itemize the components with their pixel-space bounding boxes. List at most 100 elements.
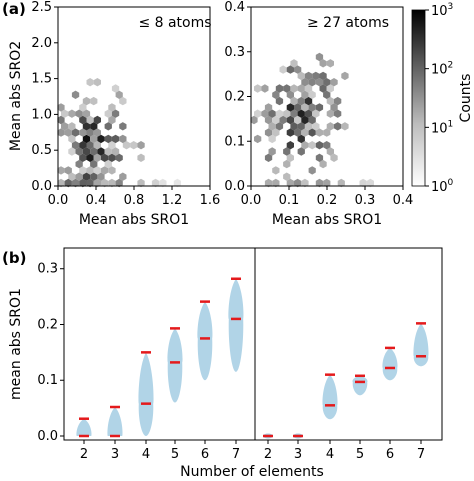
hexbin-cell: [326, 109, 334, 118]
hexbin-cell: [286, 141, 294, 150]
hexbin-cell: [130, 141, 138, 150]
y-tick-label: 0.2: [224, 90, 245, 105]
hexbin-cell: [111, 109, 120, 118]
hexbin-cell: [108, 103, 116, 112]
hexbin-cells: [57, 78, 181, 188]
hexbin-cell: [323, 128, 331, 137]
hexbin-cell: [323, 141, 331, 150]
x-tick-label: 0.4: [393, 193, 414, 208]
hexbin-cell: [326, 147, 334, 156]
hexbin-cell: [93, 141, 101, 150]
colorbar-gradient: [411, 9, 426, 187]
hexbin-cell: [75, 147, 83, 156]
hexbin-cell: [173, 178, 181, 188]
hexbin-cell: [319, 59, 327, 68]
hexbin-cell: [64, 178, 72, 188]
x-tick-label: 0.1: [279, 193, 300, 208]
hexbin-cell: [301, 128, 309, 137]
hexbin-cell: [79, 115, 87, 125]
hexbin-cell: [68, 134, 76, 144]
hexbin-cell: [294, 115, 302, 125]
y-tick-label: 1.5: [31, 72, 52, 87]
hexbin-cell: [275, 122, 284, 131]
hexbin-cell: [294, 65, 302, 74]
hexbin-cell: [315, 128, 324, 137]
hexbin-cell: [250, 115, 258, 125]
hexbin-cell: [275, 96, 284, 106]
hexbin-cell: [93, 153, 101, 162]
hexbin-cell: [272, 166, 280, 175]
hexbin-cell: [82, 96, 91, 106]
hexbin-cell: [93, 178, 101, 188]
hexbin-cell: [304, 84, 313, 93]
colorbar-tick-label: 102: [431, 61, 453, 78]
hexbin-cell: [275, 109, 284, 118]
hexbin-cell: [330, 153, 338, 162]
colorbar-tick-base: 10: [431, 180, 448, 195]
hexbin-cell: [57, 103, 65, 112]
y-tick-label: 2.0: [31, 36, 52, 51]
x-tick-label: 5: [356, 447, 364, 462]
hexbin-cell: [261, 109, 269, 118]
hexbin-cell: [101, 166, 109, 175]
hexbin-cell: [93, 128, 101, 137]
plot-frame-right: [254, 247, 443, 441]
hexbin-cell: [86, 166, 94, 175]
hexbin-cell: [308, 128, 316, 137]
violin-chart: 2 3 4 5 6 7 2 3 4 5 6 7 0.0 0.1 0.2 0.3 Number of elem…: [8, 247, 443, 480]
hexbin-cell: [290, 122, 298, 131]
hexbin-cell: [71, 128, 80, 137]
hexbin-cell: [286, 128, 294, 137]
x-tick-label: 4: [142, 447, 150, 462]
hexbin-cell: [104, 122, 112, 131]
hexbin-cell: [137, 178, 145, 188]
hexbin-cell: [254, 109, 262, 118]
hexbin-cell: [308, 141, 316, 150]
hexbin-cell: [101, 153, 109, 162]
x-tick-label: 1.2: [162, 193, 183, 208]
y-axis-label: mean abs SRO1: [8, 288, 24, 400]
y-tick-label: 0.3: [37, 262, 58, 277]
hexbin-cell: [297, 122, 305, 131]
hexbin-cell: [108, 166, 116, 175]
hexbin-cell: [108, 153, 116, 162]
hexbin-cell: [283, 109, 291, 118]
y-ticks: 0.0 0.1 0.2 0.3 0.4: [224, 0, 251, 194]
hexbin-cell: [119, 134, 127, 144]
x-tick-label: 0.3: [355, 193, 376, 208]
violin-body: [382, 347, 398, 381]
hexbin-cell: [86, 153, 94, 162]
x-tick-label: 3: [111, 447, 119, 462]
hexbin-cell: [312, 122, 320, 131]
hexbin-cell: [82, 147, 91, 156]
hexbin-cell: [57, 166, 65, 175]
hexbin-cell: [294, 128, 302, 137]
hexbin-cell: [82, 122, 91, 131]
hexbin-cell: [90, 147, 98, 156]
x-tick-label: 1.6: [200, 193, 221, 208]
y-tick-label: 0.1: [224, 134, 245, 149]
colorbar-tick-label: 100: [431, 178, 454, 195]
hexbin-cell: [337, 178, 345, 188]
hexbin-cell: [286, 115, 294, 125]
hexbin-cell: [326, 122, 334, 131]
hexbin-cell: [79, 141, 87, 150]
hexbin-cell: [64, 166, 72, 175]
hexbin-cell: [315, 141, 324, 150]
colorbar-tick-exponent: 2: [448, 61, 454, 71]
hexbin-cell: [151, 178, 160, 188]
hexbin-cell: [315, 78, 324, 87]
hexbin-cell: [93, 115, 101, 125]
violin-body: [107, 407, 123, 436]
hexbin-cell: [297, 71, 305, 81]
hexbin-cell: [301, 103, 309, 112]
hexbin-cell: [254, 84, 262, 93]
hexbin-cell: [119, 96, 127, 106]
y-tick-label: 0.0: [31, 179, 52, 194]
y-tick-label: 0.0: [37, 429, 58, 444]
hexbin-cell: [93, 166, 101, 175]
y-ticks: 0.0 0.1 0.2 0.3: [37, 262, 64, 444]
x-axis-label: Mean abs SRO1: [79, 212, 189, 228]
hexbin-small-atoms-chart: 0.0 0.4 0.8 1.2 1.6 0.0 0.5 1.0 1.5 2.0 2.5 ≤ 8 a…: [8, 0, 220, 228]
colorbar-label: Counts: [458, 74, 474, 123]
